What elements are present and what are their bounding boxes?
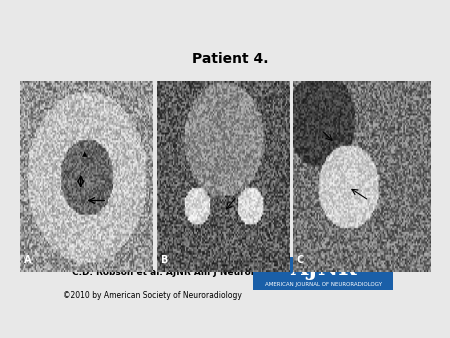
Bar [253, 257, 393, 290]
Text: AMERICAN JOURNAL OF NEURORADIOLOGY: AMERICAN JOURNAL OF NEURORADIOLOGY [265, 282, 382, 287]
Text: B: B [160, 256, 167, 265]
Text: C.D. Robson et al. AJNR Am J Neuroradiol 2010;31:257-261: C.D. Robson et al. AJNR Am J Neuroradiol… [72, 268, 369, 277]
Text: ▲: ▲ [82, 151, 87, 158]
Text: A: A [23, 256, 31, 265]
Text: Patient 4.: Patient 4. [193, 52, 269, 66]
Text: C: C [297, 256, 304, 265]
Text: ©2010 by American Society of Neuroradiology: ©2010 by American Society of Neuroradiol… [63, 291, 242, 300]
Text: AJNR: AJNR [290, 259, 356, 281]
